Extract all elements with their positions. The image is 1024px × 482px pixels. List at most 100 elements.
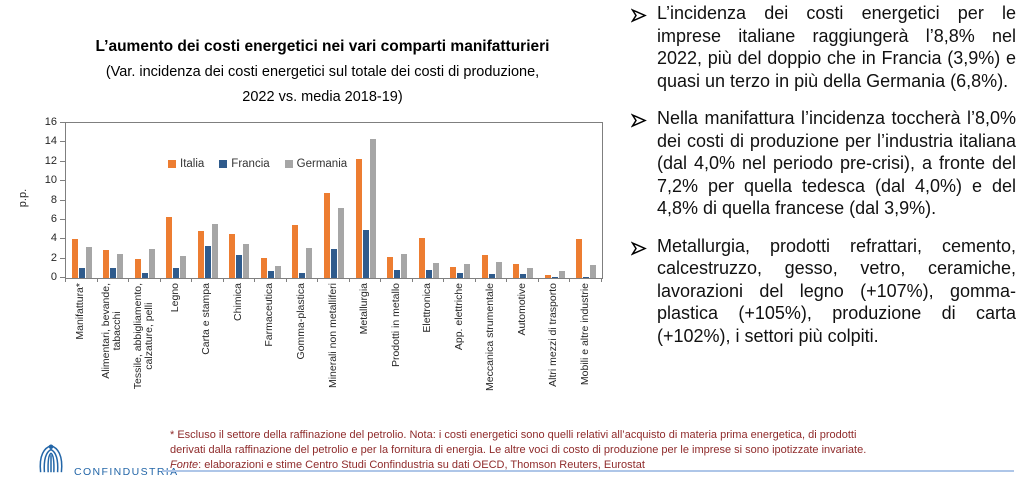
- y-tick-mark: [60, 277, 65, 278]
- x-category-label: Altri mezzi di trasporto: [547, 283, 560, 387]
- y-tick-mark: [60, 141, 65, 143]
- arrow-bullet-icon: [630, 239, 647, 256]
- bar-germania: [495, 261, 502, 278]
- y-tick-label: 8: [50, 193, 57, 206]
- bar-francia: [299, 273, 306, 278]
- chart-subtitle-line1: (Var. incidenza dei costi energetici sul…: [105, 64, 540, 80]
- chart-subtitle: (Var. incidenza dei costi energetici sul…: [30, 60, 615, 110]
- x-category-label: Prodotti in metallo: [389, 283, 402, 368]
- x-tick-mark: [443, 278, 445, 282]
- x-tick-mark: [411, 278, 413, 282]
- chart-title: L’aumento dei costi energetici nei vari …: [95, 38, 550, 55]
- bullet-item: Nella manifattura l’incidenza toccherà l…: [630, 107, 1016, 220]
- bar-francia: [488, 274, 495, 278]
- bar-group: [413, 123, 445, 278]
- bullet-item: L’incidenza dei costi energetici per le …: [630, 2, 1016, 92]
- bar-germania: [432, 262, 439, 278]
- y-tick-label: 0: [50, 271, 57, 283]
- x-category-label: Carta e stampa: [200, 283, 213, 355]
- bar-italia: [197, 230, 204, 278]
- y-tick-label: 12: [44, 154, 57, 167]
- bar-germania: [401, 253, 408, 278]
- bar-francia: [425, 270, 432, 278]
- bar-francia: [394, 270, 401, 278]
- x-tick-mark: [96, 278, 98, 282]
- x-category-label: Meccanica strumentale: [484, 283, 497, 391]
- bar-group: [571, 123, 603, 278]
- x-category-label: Alimentari, bevande, tabacchi: [100, 283, 124, 379]
- bar-francia: [362, 229, 369, 278]
- bullet-item: Metallurgia, prodotti refrattari, cement…: [630, 235, 1016, 348]
- x-tick-mark: [474, 278, 476, 282]
- bar-group: [287, 123, 319, 278]
- x-category-label: Legno: [168, 283, 181, 313]
- legend-item-francia: Francia: [219, 158, 270, 170]
- bar-group: [476, 123, 508, 278]
- y-tick-label: 16: [44, 116, 57, 128]
- bar-group: [381, 123, 413, 278]
- bullet-text: Nella manifattura l’incidenza toccherà l…: [657, 108, 1016, 218]
- y-tick-mark: [60, 199, 65, 201]
- x-tick-mark: [285, 278, 287, 282]
- legend-swatch-icon: [168, 160, 176, 168]
- x-category-label: Minerali non metalliferi: [326, 283, 339, 389]
- x-tick-mark: [159, 278, 161, 282]
- x-category-label: Metallurgia: [358, 283, 371, 335]
- x-category-label: App. elettriche: [452, 283, 465, 351]
- x-tick-mark: [537, 278, 539, 282]
- arrow-bullet-icon: [630, 6, 647, 23]
- confindustria-logo-text: CONFINDUSTRIA: [74, 466, 179, 478]
- x-tick-mark: [601, 278, 602, 282]
- bar-group: [224, 123, 256, 278]
- y-tick-label: 4: [50, 232, 57, 245]
- y-tick-mark: [60, 122, 65, 123]
- bar-francia: [583, 277, 590, 278]
- y-tick-mark: [60, 257, 65, 259]
- legend-swatch-icon: [219, 160, 228, 168]
- y-tick-mark: [60, 218, 65, 220]
- x-category-label: Automotive: [515, 283, 528, 336]
- bullet-list: L’incidenza dei costi energetici per le …: [630, 2, 1016, 362]
- bar-francia: [331, 248, 338, 278]
- y-tick-mark: [60, 238, 65, 240]
- bar-francia: [173, 268, 180, 278]
- x-tick-mark: [222, 278, 224, 282]
- bar-italia: [292, 224, 299, 278]
- bar-italia: [71, 239, 78, 278]
- bar-francia: [236, 254, 243, 278]
- y-tick-mark: [60, 160, 65, 162]
- y-tick-mark: [60, 180, 65, 182]
- bar-italia: [418, 238, 425, 278]
- y-tick-label: 14: [44, 135, 57, 148]
- bar-germania: [464, 264, 471, 278]
- bar-germania: [369, 138, 376, 278]
- x-category-label: Tessile, abbigliamento, calzature, pelli: [131, 283, 155, 390]
- x-tick-mark: [191, 278, 193, 282]
- bar-italia: [450, 267, 457, 278]
- x-category-label: Manifattura*: [74, 283, 87, 340]
- bar-group: [350, 123, 382, 278]
- bar-francia: [78, 268, 85, 278]
- bullet-text: L’incidenza dei costi energetici per le …: [657, 3, 1016, 91]
- confindustria-eagle-icon: [34, 442, 68, 481]
- bar-francia: [457, 273, 464, 278]
- bar-italia: [513, 264, 520, 278]
- legend-swatch-icon: [284, 160, 293, 168]
- bar-group: [539, 123, 571, 278]
- bar-germania: [558, 271, 565, 278]
- bar-germania: [180, 255, 187, 278]
- bar-italia: [324, 192, 331, 278]
- x-category-label: Farmaceutica: [263, 283, 276, 347]
- bar-italia: [260, 257, 267, 278]
- legend-item-italia: Italia: [168, 158, 204, 170]
- x-tick-mark: [569, 278, 571, 282]
- bar-italia: [544, 275, 551, 278]
- bar-italia: [576, 239, 583, 278]
- bullet-text: Metallurgia, prodotti refrattari, cement…: [657, 235, 1016, 346]
- bar-germania: [117, 253, 124, 278]
- legend-label: Francia: [231, 158, 270, 170]
- legend-label: Germania: [296, 158, 348, 170]
- y-tick-label: 6: [50, 212, 57, 225]
- bar-group: [161, 123, 193, 278]
